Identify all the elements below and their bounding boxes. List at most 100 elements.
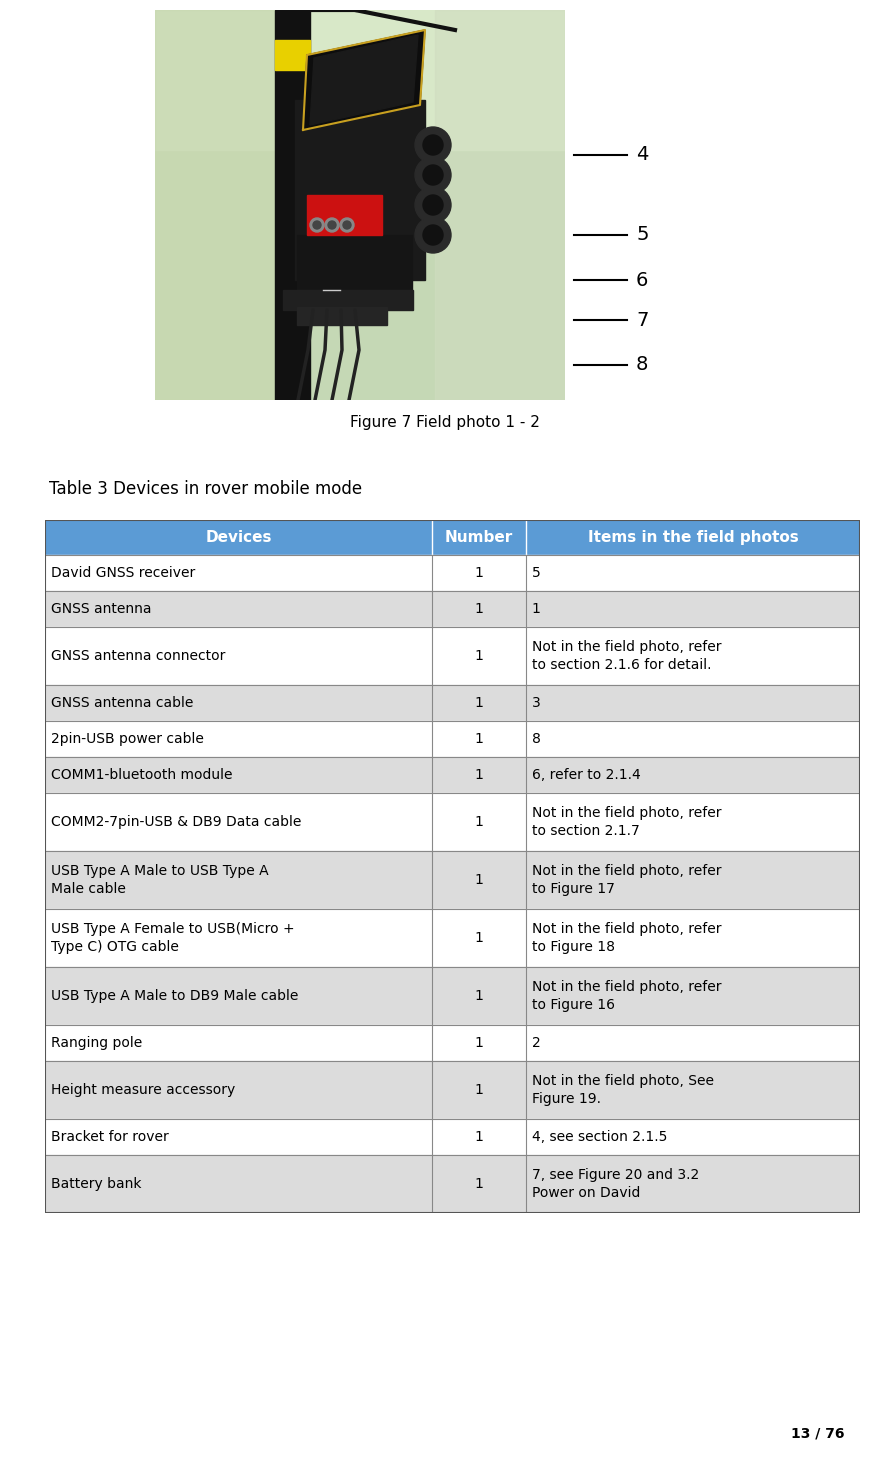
Text: 1: 1: [475, 989, 484, 1003]
Bar: [155, 10, 565, 150]
Bar: [297, 307, 387, 326]
Text: Height measure accessory: Height measure accessory: [51, 1083, 236, 1097]
Text: Items in the field photos: Items in the field photos: [588, 530, 798, 546]
Text: Not in the field photo, refer
to section 2.1.7: Not in the field photo, refer to section…: [532, 807, 721, 838]
Text: Not in the field photo, refer
to Figure 17: Not in the field photo, refer to Figure …: [532, 864, 721, 896]
Text: 6, refer to 2.1.4: 6, refer to 2.1.4: [532, 769, 641, 782]
Text: Not in the field photo, See
Figure 19.: Not in the field photo, See Figure 19.: [532, 1074, 714, 1106]
Bar: [432, 519, 526, 555]
Text: USB Type A Female to USB(Micro +
Type C) OTG cable: USB Type A Female to USB(Micro + Type C)…: [51, 923, 294, 954]
Bar: [526, 910, 860, 967]
Text: 7, see Figure 20 and 3.2
Power on David: 7, see Figure 20 and 3.2 Power on David: [532, 1168, 699, 1200]
Bar: [432, 1119, 526, 1155]
Text: 8: 8: [532, 732, 541, 747]
Text: GNSS antenna cable: GNSS antenna cable: [51, 695, 194, 710]
Circle shape: [328, 222, 336, 229]
Text: 2pin-USB power cable: 2pin-USB power cable: [51, 732, 204, 747]
Bar: [45, 1155, 432, 1213]
Text: Ranging pole: Ranging pole: [51, 1036, 142, 1050]
Bar: [526, 555, 860, 591]
Circle shape: [423, 164, 443, 185]
Bar: [45, 794, 432, 851]
Text: 8: 8: [637, 355, 648, 374]
Bar: [45, 757, 432, 794]
Text: 4, see section 2.1.5: 4, see section 2.1.5: [532, 1130, 668, 1144]
Text: 6: 6: [637, 270, 648, 289]
Text: USB Type A Male to USB Type A
Male cable: USB Type A Male to USB Type A Male cable: [51, 864, 268, 896]
Text: 2: 2: [532, 1036, 541, 1050]
Bar: [526, 685, 860, 720]
Text: 1: 1: [475, 816, 484, 829]
Bar: [45, 626, 432, 685]
Text: GNSS antenna: GNSS antenna: [51, 601, 151, 616]
Bar: [432, 591, 526, 626]
Text: 1: 1: [475, 769, 484, 782]
Bar: [526, 757, 860, 794]
Bar: [526, 626, 860, 685]
Bar: [432, 851, 526, 910]
Bar: [45, 1061, 432, 1119]
Bar: [432, 967, 526, 1025]
Bar: [45, 851, 432, 910]
Bar: [432, 757, 526, 794]
Text: COMM2-7pin-USB & DB9 Data cable: COMM2-7pin-USB & DB9 Data cable: [51, 816, 301, 829]
Text: Number: Number: [444, 530, 513, 546]
Text: Not in the field photo, refer
to section 2.1.6 for detail.: Not in the field photo, refer to section…: [532, 641, 721, 672]
Bar: [526, 1155, 860, 1213]
Text: 1: 1: [475, 1177, 484, 1191]
Text: 5: 5: [532, 566, 541, 579]
Bar: [432, 720, 526, 757]
Text: Bracket for rover: Bracket for rover: [51, 1130, 169, 1144]
Bar: [155, 10, 305, 400]
Text: 1: 1: [475, 932, 484, 945]
Text: 7: 7: [637, 311, 648, 330]
Circle shape: [415, 157, 451, 194]
Text: GNSS antenna connector: GNSS antenna connector: [51, 648, 226, 663]
Bar: [526, 591, 860, 626]
Circle shape: [415, 186, 451, 223]
Circle shape: [340, 219, 354, 232]
Text: 4: 4: [637, 145, 648, 164]
Text: 1: 1: [475, 648, 484, 663]
Polygon shape: [310, 35, 418, 125]
Text: 1: 1: [475, 695, 484, 710]
Bar: [275, 40, 310, 70]
Text: Not in the field photo, refer
to Figure 16: Not in the field photo, refer to Figure …: [532, 980, 721, 1012]
Bar: [432, 794, 526, 851]
Text: 1: 1: [475, 1130, 484, 1144]
Bar: [297, 235, 412, 299]
Text: COMM1-bluetooth module: COMM1-bluetooth module: [51, 769, 233, 782]
Bar: [432, 626, 526, 685]
Bar: [45, 1025, 432, 1061]
Text: 1: 1: [532, 601, 541, 616]
Bar: [45, 910, 432, 967]
Text: 1: 1: [475, 732, 484, 747]
Bar: [432, 1025, 526, 1061]
Circle shape: [310, 219, 324, 232]
Text: Devices: Devices: [205, 530, 272, 546]
Text: 13 / 76: 13 / 76: [791, 1426, 845, 1441]
Bar: [307, 195, 382, 235]
Text: Not in the field photo, refer
to Figure 18: Not in the field photo, refer to Figure …: [532, 923, 721, 954]
Text: 5: 5: [637, 226, 649, 245]
Bar: [45, 685, 432, 720]
Bar: [526, 1025, 860, 1061]
Bar: [526, 1119, 860, 1155]
Bar: [526, 794, 860, 851]
Text: Table 3 Devices in rover mobile mode: Table 3 Devices in rover mobile mode: [49, 480, 362, 497]
Bar: [45, 591, 432, 626]
Text: 3: 3: [532, 695, 541, 710]
Circle shape: [415, 128, 451, 163]
Bar: [45, 555, 432, 591]
Text: USB Type A Male to DB9 Male cable: USB Type A Male to DB9 Male cable: [51, 989, 299, 1003]
Text: Figure 7 Field photo 1 - 2: Figure 7 Field photo 1 - 2: [349, 415, 540, 430]
Bar: [432, 555, 526, 591]
Circle shape: [423, 135, 443, 156]
Circle shape: [313, 222, 321, 229]
Bar: [432, 1155, 526, 1213]
Text: 1: 1: [475, 566, 484, 579]
Circle shape: [423, 195, 443, 216]
Bar: [435, 10, 565, 400]
Text: David GNSS receiver: David GNSS receiver: [51, 566, 196, 579]
Bar: [526, 720, 860, 757]
